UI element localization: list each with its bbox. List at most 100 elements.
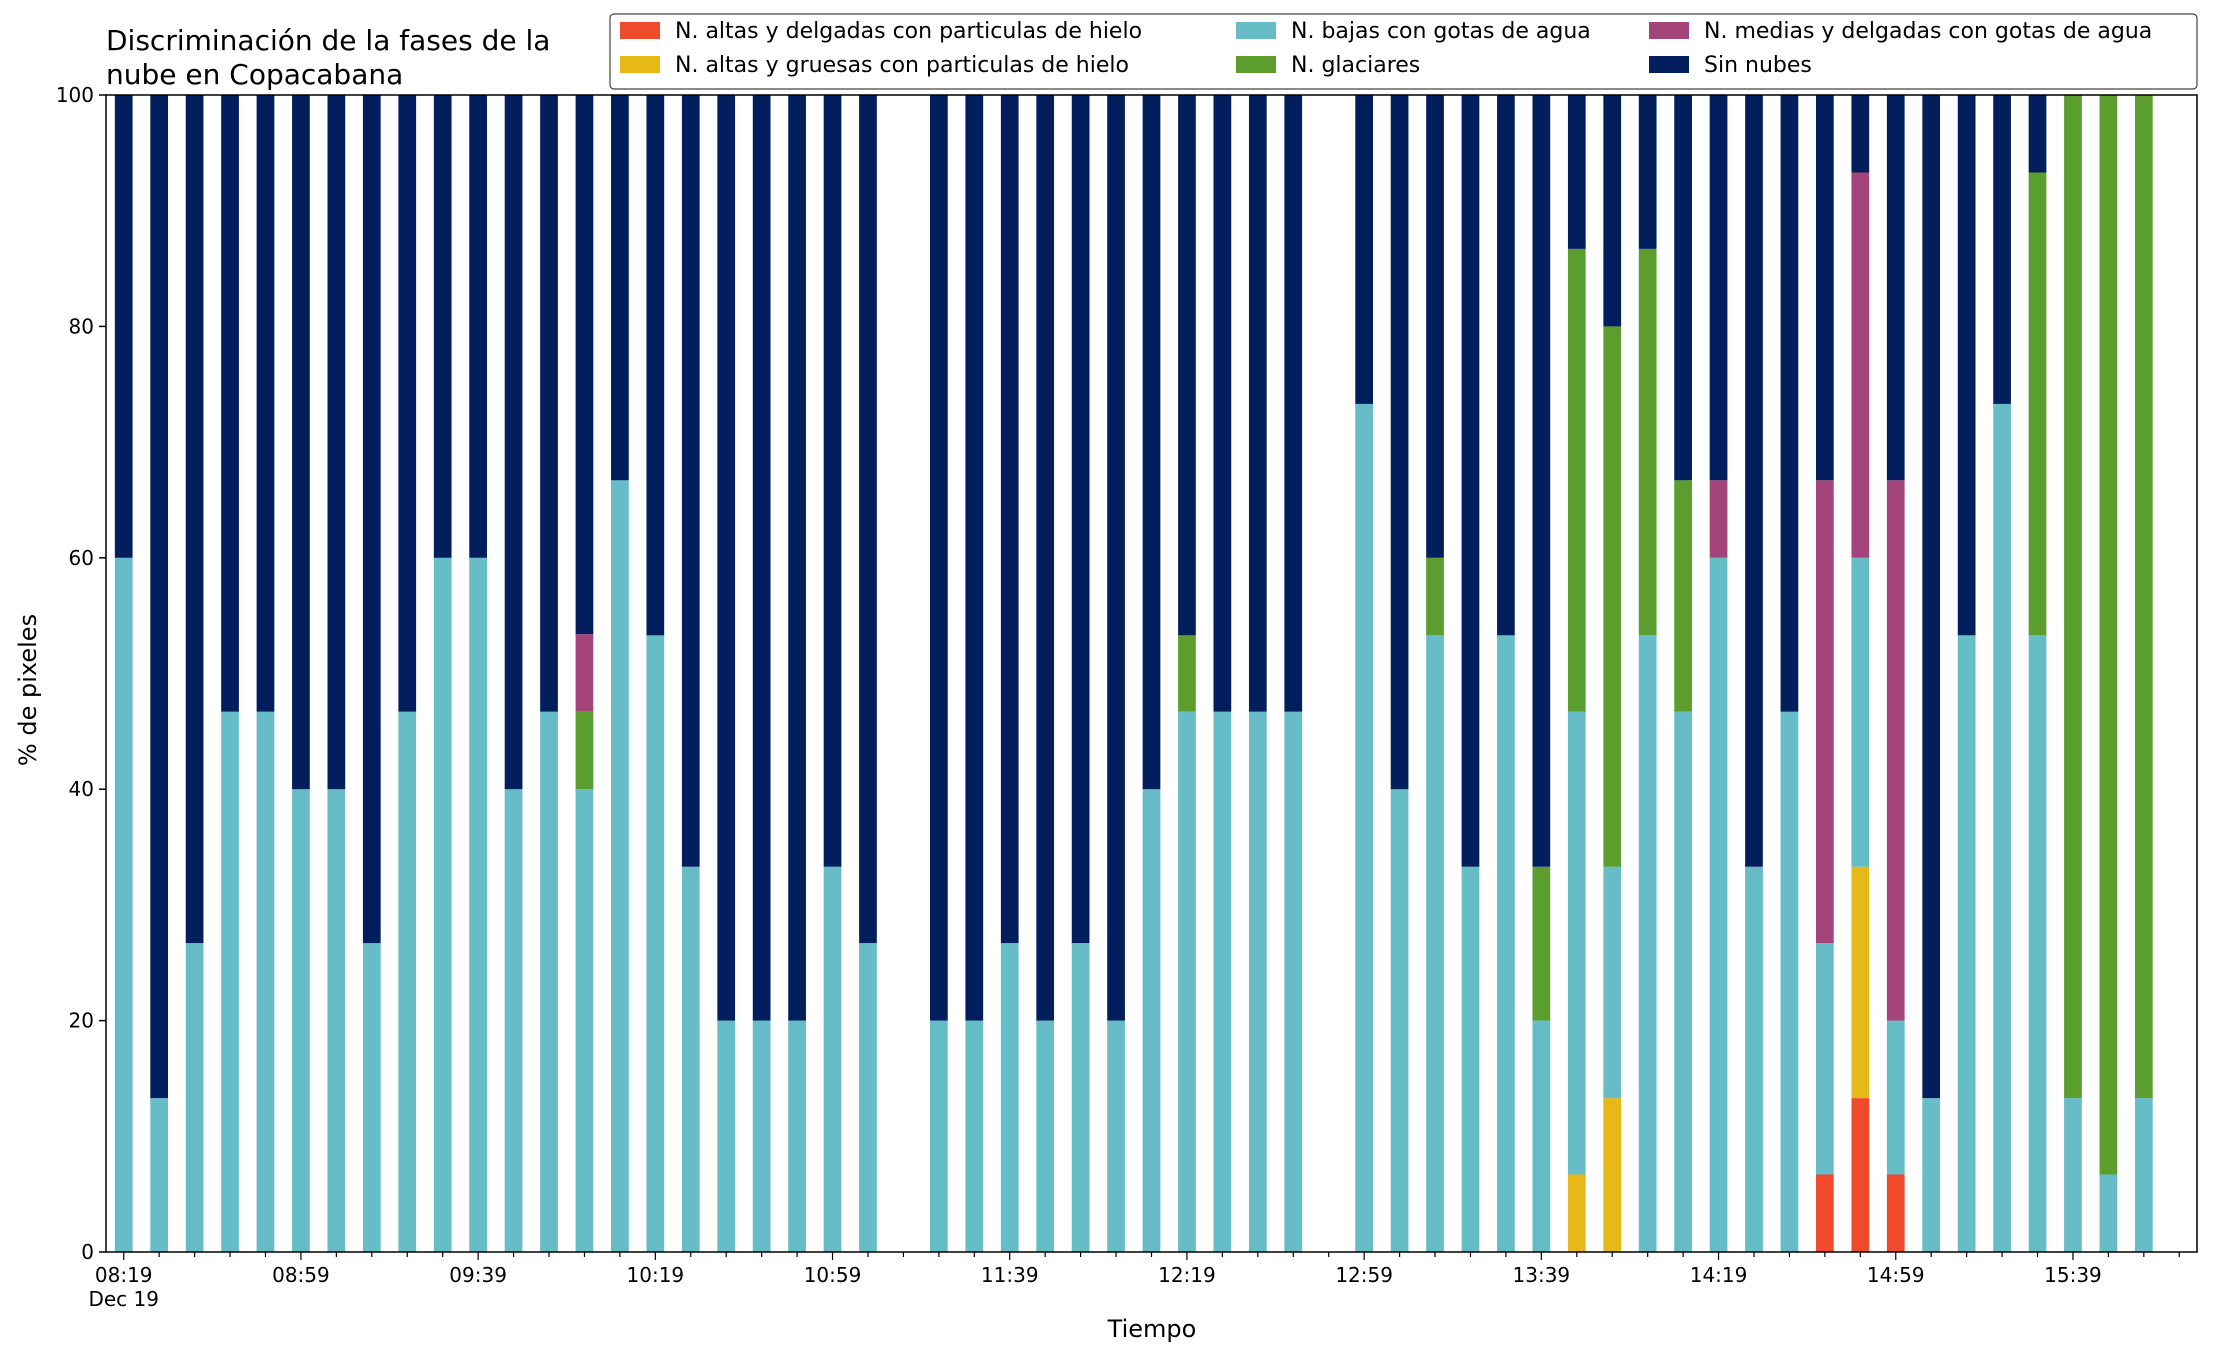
bar-segment [540,95,558,712]
bar-segment [1638,635,1657,1252]
bar-segment [1567,248,1586,712]
bar-segment [681,866,700,1252]
bar-stack [1957,95,1976,1252]
bar-segment [504,789,523,1252]
bar-stack [2064,95,2082,1252]
legend-label: N. altas y gruesas con particulas de hie… [675,53,1129,78]
bar-stack [2028,95,2047,1252]
bar-stack [1745,95,1763,1252]
bar-segment [1390,789,1409,1252]
bar-stack [859,95,877,1252]
bar-segment [1497,635,1515,1252]
bar-segment [1886,1174,1905,1252]
bar-stack [1071,95,1090,1252]
bar-stack [1284,95,1303,1252]
bar-segment [2134,1098,2153,1252]
bar-stack [1426,95,1444,1252]
bar-segment [1674,711,1692,1252]
legend-item: N. glaciares [1236,53,1420,78]
bar-segment [1674,95,1692,481]
bar-segment [1461,95,1480,867]
x-axis-label: Tiempo [1107,1315,1197,1343]
y-tick-label: 100 [56,83,94,107]
bar-segment [646,95,665,636]
bar-stack [256,95,275,1252]
bar-stack [788,95,806,1252]
legend-label: N. glaciares [1291,53,1420,78]
bar-segment [1638,95,1657,249]
bar-segment [398,711,417,1252]
bar-segment [1426,557,1444,636]
bar-segment [469,557,487,1252]
bar-segment [752,95,771,1021]
bar-segment [1851,866,1870,1099]
bar-segment [1745,95,1763,867]
bar-segment [1709,480,1728,558]
bar-stack [575,95,594,1252]
bar-stack [221,95,239,1252]
bar-segment [1071,95,1090,944]
bar-segment [1107,95,1125,1021]
bar-segment [327,95,346,790]
bar-stack [433,95,452,1252]
bar-segment [859,95,877,944]
y-tick-label: 60 [69,546,94,570]
bar-segment [469,95,487,558]
bar-segment [1355,95,1373,404]
legend-label: N. bajas con gotas de agua [1291,19,1591,44]
bar-stack [1816,95,1834,1252]
bar-stack [1780,95,1799,1252]
bar-segment [1851,557,1870,867]
bar-segment [2099,1174,2118,1252]
bar-segment [292,95,310,790]
bar-segment [2064,1098,2082,1252]
bar-segment [185,95,204,944]
bar-segment [1709,95,1728,481]
bar-stack [398,95,417,1252]
bar-stack [646,95,665,1252]
bar-stack [611,95,629,1252]
bar-segment [1000,95,1019,944]
bar-segment [646,635,665,1252]
bar-segment [1603,95,1622,327]
bar-segment [1567,711,1586,1175]
bar-segment [1107,1020,1125,1252]
bar-segment [823,95,842,867]
bar-segment [150,95,169,1099]
y-tick-label: 80 [69,314,94,338]
legend-frame [609,13,2198,90]
bar-segment [292,789,310,1252]
legend-swatch [1236,22,1276,39]
bar-segment [1036,95,1055,1021]
bar-stack [327,95,346,1252]
bar-segment [1036,1020,1055,1252]
bar-segment [2134,95,2153,1099]
bar-stack [681,95,700,1252]
bar-segment [1603,866,1622,1099]
bar-segment [1816,480,1834,944]
bar-stack [1674,95,1692,1252]
bar-stack [1461,95,1480,1252]
bar-segment [965,1020,984,1252]
bar-segment [1886,480,1905,1021]
legend-item: N. altas y delgadas con particulas de hi… [620,19,1142,44]
bar-segment [362,95,381,944]
chart-title-line-1: Discriminación de la fases de la [106,24,550,57]
bar-stack [2099,95,2118,1252]
bar-segment [1532,866,1551,1021]
legend-item: Sin nubes [1649,53,1812,78]
y-axis: 0 20 40 60 80 100 [56,83,106,1264]
y-axis-label: % de pixeles [14,614,42,766]
bar-segment [221,711,239,1252]
x-tick-label: 15:39 [2044,1263,2102,1287]
bar-stack [965,95,984,1252]
x-tick-label: 10:19 [627,1263,685,1287]
bar-segment [1780,95,1799,712]
bar-segment [1922,1098,1941,1252]
bar-segment [717,1020,736,1252]
bar-stack [1142,95,1161,1252]
bar-stack [1709,95,1728,1252]
bar-stack [1993,95,2011,1252]
chart-title-line-2: nube en Copacabana [106,58,403,91]
